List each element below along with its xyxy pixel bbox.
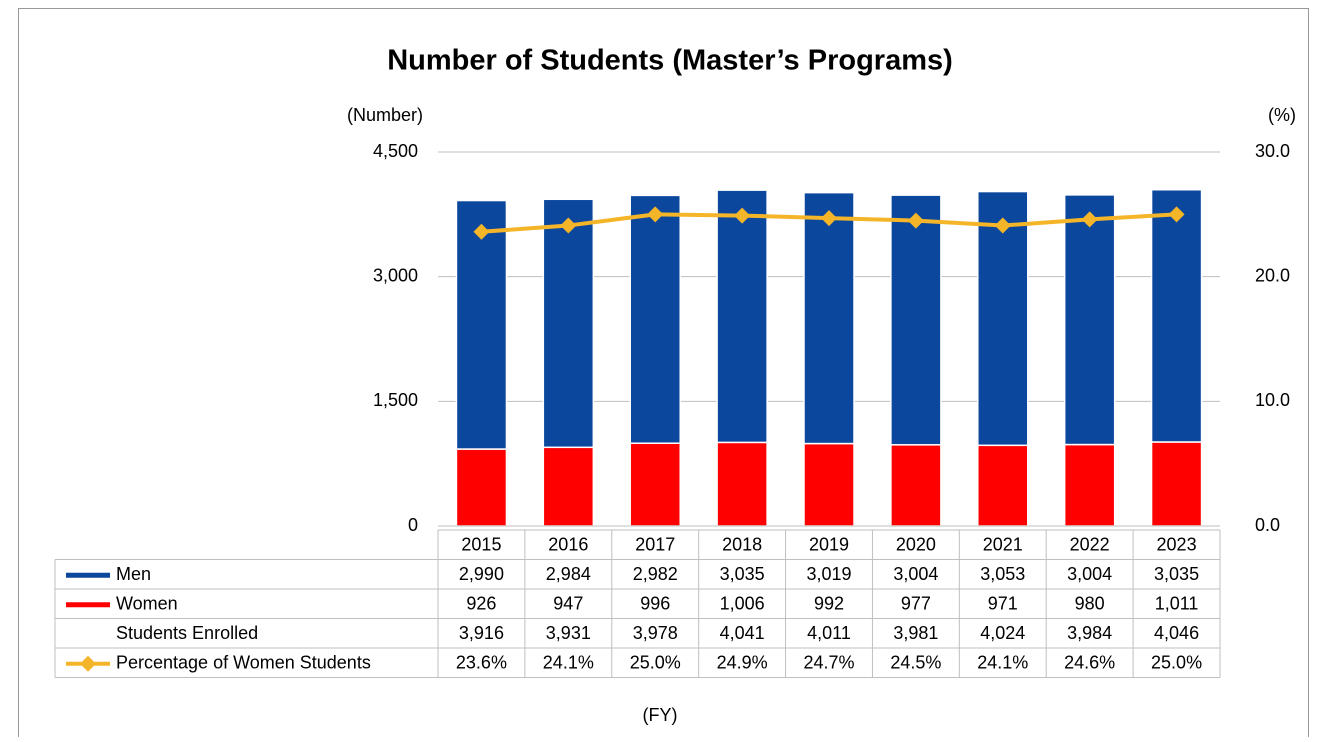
table-value: 3,004 — [893, 564, 938, 584]
table-value: 24.6% — [1064, 653, 1115, 673]
chart-title: Number of Students (Master’s Programs) — [387, 45, 953, 77]
bar — [803, 191, 855, 445]
table-value: 2,990 — [459, 564, 504, 584]
legend-label: Men — [116, 564, 151, 584]
line-marker — [647, 206, 664, 223]
table-value: 24.5% — [890, 653, 941, 673]
table-value: 3,053 — [980, 564, 1025, 584]
table-value: 926 — [466, 594, 496, 614]
bar — [455, 199, 508, 450]
x-tick-label: 2020 — [896, 535, 936, 555]
y-tick-label: 0 — [408, 515, 418, 535]
x-tick-label: 2019 — [809, 535, 849, 555]
table-value: 25.0% — [1151, 653, 1202, 673]
y2-tick-label: 10.0 — [1255, 390, 1290, 410]
table-value: 3,035 — [1154, 564, 1199, 584]
x-tick-label: 2018 — [722, 535, 762, 555]
y2-tick-label: 0.0 — [1255, 515, 1280, 535]
bar — [629, 442, 681, 527]
x-tick-label: 2021 — [983, 535, 1023, 555]
bar — [803, 442, 855, 527]
y-tick-label: 4,500 — [373, 141, 418, 161]
x-axis-label: (FY) — [643, 705, 678, 725]
line-marker — [1168, 206, 1185, 223]
table-value: 3,984 — [1067, 623, 1112, 643]
bar — [890, 444, 942, 527]
table-value: 24.1% — [543, 653, 594, 673]
bar — [1150, 441, 1203, 527]
bar — [629, 194, 681, 444]
y-tick-label: 1,500 — [373, 390, 418, 410]
table-value: 4,024 — [980, 623, 1025, 643]
y-tick-label: 3,000 — [373, 265, 418, 285]
line-marker — [560, 217, 577, 234]
y2-tick-label: 20.0 — [1255, 265, 1290, 285]
table-value: 947 — [553, 594, 583, 614]
table-value: 3,004 — [1067, 564, 1112, 584]
x-tick-label: 2017 — [635, 535, 675, 555]
table-value: 3,035 — [720, 564, 765, 584]
line-marker — [907, 212, 924, 229]
y-axis-label: (Number) — [347, 105, 423, 125]
line-marker — [994, 217, 1011, 234]
bar — [1063, 194, 1116, 446]
table-value: 971 — [988, 594, 1018, 614]
y2-axis-label: (%) — [1268, 105, 1296, 125]
table-value: 25.0% — [630, 653, 681, 673]
legend-marker — [80, 655, 96, 672]
bar — [977, 190, 1029, 447]
bar — [542, 446, 595, 527]
legend-label: Women — [116, 594, 178, 614]
table-value: 4,041 — [720, 623, 765, 643]
x-tick-label: 2023 — [1157, 535, 1197, 555]
legend-label: Percentage of Women Students — [116, 653, 371, 673]
table-value: 1,006 — [720, 594, 765, 614]
bar — [716, 189, 768, 444]
table-value: 2,982 — [633, 564, 678, 584]
table-value: 996 — [640, 594, 670, 614]
line-marker — [734, 207, 751, 224]
line-marker — [821, 210, 837, 227]
bar — [455, 448, 508, 527]
legend-label: Students Enrolled — [116, 623, 258, 643]
table-value: 24.1% — [977, 653, 1028, 673]
bar — [542, 198, 595, 449]
table-value: 3,931 — [546, 623, 591, 643]
y2-tick-label: 30.0 — [1255, 141, 1290, 161]
x-tick-label: 2016 — [548, 535, 588, 555]
bar — [716, 441, 768, 527]
bar — [1063, 443, 1116, 527]
table-value: 24.7% — [803, 653, 854, 673]
table-value: 4,046 — [1154, 623, 1199, 643]
table-value: 3,981 — [893, 623, 938, 643]
bar — [1150, 188, 1203, 443]
x-tick-label: 2022 — [1070, 535, 1110, 555]
table-value: 4,011 — [807, 623, 851, 643]
line-marker — [473, 223, 490, 240]
bar — [890, 194, 942, 446]
table-value: 24.9% — [717, 653, 768, 673]
table-value: 2,984 — [546, 564, 591, 584]
x-tick-label: 2015 — [461, 535, 501, 555]
line-marker — [1081, 211, 1098, 228]
bar — [977, 444, 1029, 527]
table-value: 3,916 — [459, 623, 504, 643]
table-value: 23.6% — [456, 653, 507, 673]
table-value: 980 — [1075, 594, 1105, 614]
table-value: 992 — [814, 594, 844, 614]
table-value: 977 — [901, 594, 931, 614]
table-value: 1,011 — [1155, 594, 1199, 614]
table-value: 3,019 — [806, 564, 851, 584]
table-value: 3,978 — [633, 623, 678, 643]
